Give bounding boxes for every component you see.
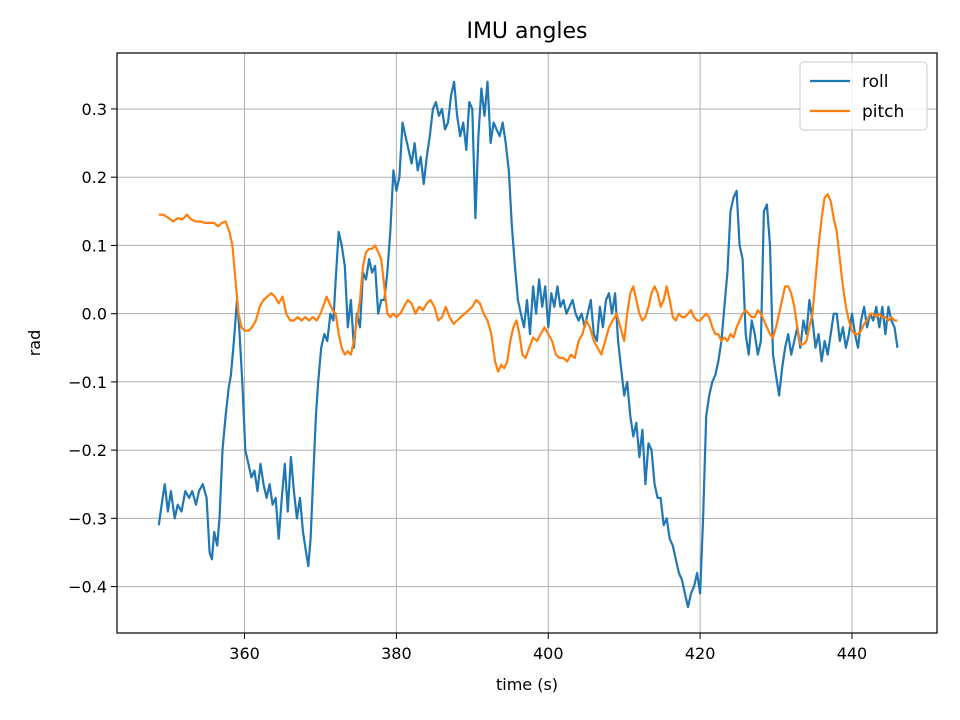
x-tick-label: 360 (229, 644, 260, 663)
chart-title: IMU angles (466, 19, 587, 44)
legend: roll pitch (799, 61, 928, 131)
pitch-line (158, 193, 898, 373)
x-tick-label: 420 (685, 644, 716, 663)
y-tick-label: 0.2 (82, 168, 107, 187)
series-layer (157, 80, 899, 609)
y-tick-label: −0.1 (68, 373, 107, 392)
legend-label-pitch: pitch (862, 102, 904, 122)
grid (117, 53, 937, 633)
legend-label-roll: roll (862, 72, 888, 92)
y-axis-label: rad (25, 330, 44, 357)
legend-box (799, 61, 928, 131)
y-tick-label: −0.3 (68, 509, 107, 528)
y-tick-label: 0.3 (82, 100, 107, 119)
roll-line (157, 80, 899, 609)
ticks: 360 380 400 420 440 −0.4 −0.3 −0.2 −0.1 0.0 0.1 0.2… (68, 100, 867, 663)
y-tick-label: −0.2 (68, 441, 107, 460)
x-axis-label: time (s) (496, 675, 558, 694)
y-tick-label: 0.1 (82, 236, 107, 255)
x-tick-label: 440 (837, 644, 868, 663)
x-tick-label: 380 (381, 644, 412, 663)
x-tick-label: 400 (533, 644, 564, 663)
y-tick-label: 0.0 (82, 305, 107, 324)
y-tick-label: −0.4 (68, 578, 107, 597)
plot-frame (116, 52, 938, 634)
